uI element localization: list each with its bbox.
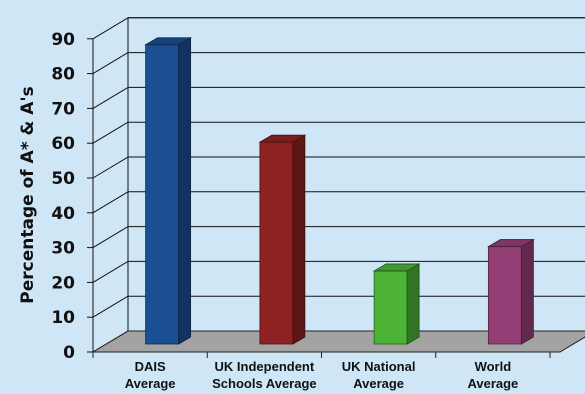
y-tick-labels: 0 10 20 30 40 50 60 70 80 90	[51, 30, 75, 363]
bar-top	[144, 37, 193, 46]
x-category-label-line: UK National	[342, 359, 416, 374]
floor-plane	[91, 330, 585, 353]
bar	[372, 263, 421, 345]
bar-top	[372, 263, 421, 272]
bar-top	[486, 239, 535, 247]
bar-top	[258, 134, 307, 143]
bar-front	[259, 141, 294, 345]
y-tick-label: 80	[51, 65, 75, 85]
y-tick-label: 50	[51, 169, 75, 189]
bar	[486, 238, 535, 345]
y-tick-label: 20	[51, 273, 75, 293]
bar-side	[292, 134, 306, 345]
x-category-label-line: Average	[125, 376, 176, 391]
side-wall-gridline	[92, 52, 129, 75]
side-wall-gridline	[92, 260, 129, 283]
side-wall-gridline	[92, 191, 129, 214]
side-wall-gridline	[92, 17, 129, 40]
x-category-label: UK Independent Schools Average	[212, 359, 317, 391]
side-wall-gridline	[92, 156, 129, 179]
x-category-label: World Average	[467, 359, 518, 391]
y-axis-label: Percentage of A* & A's	[18, 86, 38, 303]
bar-side	[520, 238, 534, 345]
bar	[144, 37, 193, 345]
y-tick-label: 40	[51, 204, 75, 224]
x-category-label-line: World	[475, 359, 512, 374]
chart-floor	[91, 330, 585, 358]
bar	[258, 134, 307, 345]
bar-side	[178, 37, 192, 345]
x-category-label-line: UK Independent	[215, 359, 315, 374]
y-tick-label: 30	[51, 239, 75, 259]
bar-front	[145, 44, 180, 345]
side-wall-gridline	[92, 121, 129, 144]
x-category-label: UK National Average	[342, 359, 416, 391]
y-tick-label: 0	[63, 343, 75, 363]
x-category-label-line: Schools Average	[212, 376, 317, 391]
side-wall-gridline	[92, 295, 129, 318]
bar-front	[487, 246, 522, 345]
bars-layer	[144, 37, 535, 345]
y-tick-label: 70	[51, 99, 75, 119]
x-category-label: DAIS Average	[125, 359, 176, 391]
bar-front	[373, 270, 408, 345]
y-tick-label: 10	[51, 308, 75, 328]
side-wall-gridline	[92, 226, 129, 249]
x-category-label-line: DAIS	[135, 359, 166, 374]
x-category-label-line: Average	[467, 376, 518, 391]
side-wall-gridline	[92, 86, 129, 109]
x-category-labels: DAIS Average UK Independent Schools Average…	[125, 359, 519, 391]
x-category-label-line: Average	[353, 376, 404, 391]
y-tick-label: 90	[51, 30, 75, 50]
grid-layer	[87, 17, 585, 353]
y-tick-label: 60	[51, 134, 75, 154]
bar-side	[406, 263, 420, 345]
